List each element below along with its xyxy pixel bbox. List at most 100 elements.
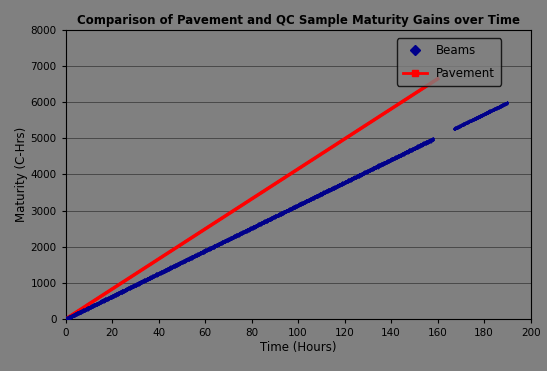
Point: [130, 283, 138, 289]
Point: [159, 270, 167, 276]
Point: [153, 270, 162, 276]
Point: [266, 216, 275, 221]
Point: [115, 290, 124, 296]
Point: [389, 155, 398, 161]
Point: [253, 222, 262, 228]
Point: [287, 205, 295, 211]
Point: [361, 169, 370, 175]
Point: [302, 197, 311, 203]
Point: [209, 243, 218, 249]
Point: [233, 232, 242, 237]
Point: [189, 253, 197, 259]
Point: [117, 288, 125, 294]
Point: [240, 229, 249, 234]
Point: [381, 158, 390, 164]
Point: [478, 112, 487, 118]
Point: [389, 155, 398, 161]
Point: [456, 122, 464, 128]
Point: [86, 303, 95, 309]
Point: [189, 252, 198, 258]
Point: [496, 103, 504, 109]
Point: [341, 178, 350, 184]
Point: [219, 240, 228, 246]
Point: [208, 243, 217, 249]
Point: [135, 281, 144, 287]
Point: [270, 214, 278, 220]
Point: [386, 157, 394, 163]
Point: [118, 287, 127, 293]
Point: [388, 157, 397, 162]
Point: [249, 223, 258, 229]
Point: [220, 239, 229, 244]
Point: [149, 273, 158, 279]
Point: [168, 263, 177, 269]
Point: [338, 181, 347, 187]
Point: [159, 269, 167, 275]
Point: [119, 289, 127, 295]
Point: [399, 151, 408, 157]
Point: [429, 136, 438, 142]
Point: [311, 193, 319, 199]
Point: [214, 242, 223, 248]
Point: [312, 193, 321, 199]
Point: [375, 161, 383, 167]
Point: [293, 203, 302, 209]
Point: [166, 265, 175, 271]
Point: [156, 270, 165, 276]
Point: [162, 266, 171, 272]
Point: [133, 282, 142, 288]
Point: [336, 181, 345, 187]
Point: [235, 232, 244, 237]
Point: [185, 255, 194, 261]
Point: [129, 283, 138, 289]
Point: [496, 102, 505, 108]
Point: [333, 182, 342, 188]
Point: [125, 285, 133, 290]
Point: [99, 297, 108, 303]
Point: [451, 124, 459, 130]
Point: [200, 248, 209, 254]
Point: [157, 268, 166, 274]
Point: [383, 159, 392, 165]
Point: [491, 106, 499, 112]
Point: [107, 295, 115, 301]
Point: [149, 273, 158, 279]
Point: [148, 274, 157, 280]
Point: [117, 290, 125, 296]
Point: [497, 102, 505, 108]
Point: [381, 160, 390, 166]
Point: [120, 286, 129, 292]
Point: [197, 250, 206, 256]
Point: [420, 140, 428, 146]
Point: [376, 161, 385, 167]
Point: [305, 197, 313, 203]
Point: [306, 197, 315, 203]
Point: [281, 208, 289, 214]
Point: [369, 166, 377, 172]
Point: [477, 113, 486, 119]
Point: [283, 208, 292, 214]
Point: [274, 213, 283, 219]
Point: [368, 166, 377, 172]
Point: [300, 198, 309, 204]
Point: [93, 300, 102, 306]
Point: [409, 147, 417, 152]
Point: [330, 184, 339, 190]
Point: [284, 206, 293, 212]
Point: [123, 286, 131, 292]
Point: [118, 289, 127, 295]
Point: [72, 309, 81, 315]
Point: [120, 287, 129, 293]
Point: [380, 161, 389, 167]
Point: [501, 101, 509, 107]
Point: [102, 297, 111, 303]
Point: [67, 312, 76, 318]
Point: [494, 104, 503, 109]
Point: [411, 145, 420, 151]
Point: [417, 142, 426, 148]
Point: [342, 179, 351, 185]
Point: [176, 261, 184, 267]
Point: [245, 226, 254, 232]
Point: [283, 207, 292, 213]
Point: [349, 176, 358, 182]
